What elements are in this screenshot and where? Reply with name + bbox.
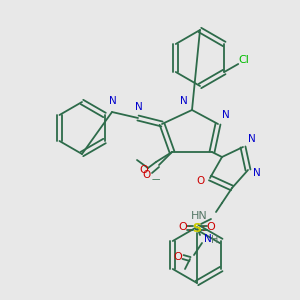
Text: HN: HN — [191, 211, 208, 221]
Text: O: O — [197, 176, 205, 186]
Text: N: N — [222, 110, 230, 120]
Text: O: O — [143, 170, 151, 180]
Text: N: N — [204, 234, 212, 244]
Text: H: H — [211, 235, 218, 245]
Text: N: N — [248, 134, 256, 144]
Text: N: N — [253, 168, 261, 178]
Text: O: O — [139, 165, 148, 175]
Text: :: : — [202, 223, 206, 233]
Text: O: O — [207, 222, 215, 232]
Text: O: O — [173, 252, 182, 262]
Text: N: N — [180, 96, 188, 106]
Text: S: S — [193, 221, 202, 235]
Text: N: N — [135, 102, 143, 112]
Text: N: N — [109, 96, 117, 106]
Text: —: — — [152, 176, 160, 184]
Text: :: : — [188, 223, 192, 233]
Text: Cl: Cl — [239, 55, 250, 65]
Text: O: O — [178, 222, 188, 232]
